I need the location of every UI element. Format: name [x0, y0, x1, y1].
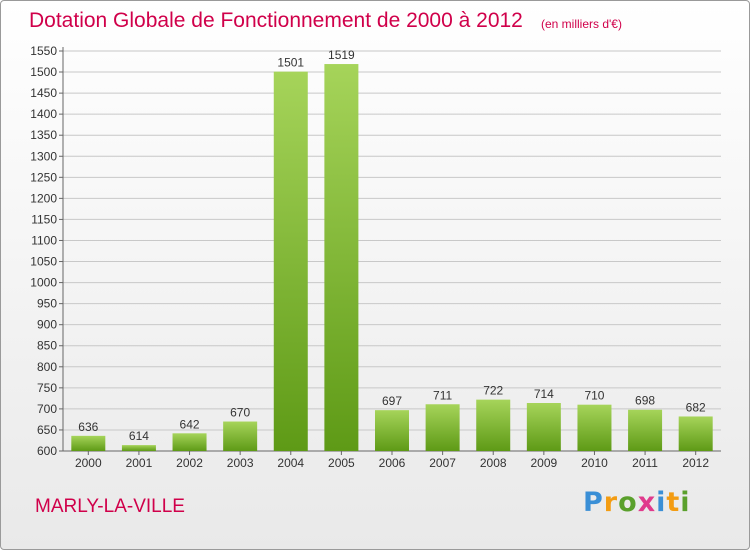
x-tick-label: 2000 [75, 456, 102, 470]
bar [476, 399, 511, 451]
y-tick-label: 900 [37, 318, 57, 332]
data-label: 710 [584, 389, 604, 403]
chart-title: Dotation Globale de Fonctionnement de 20… [29, 9, 523, 32]
y-tick-label: 1500 [30, 65, 57, 79]
data-label: 1519 [328, 48, 355, 62]
bar [375, 410, 409, 451]
bar [678, 416, 713, 451]
x-tick-label: 2004 [277, 456, 304, 470]
data-label: 636 [78, 420, 98, 434]
bar [121, 445, 156, 451]
x-tick-label: 2009 [530, 456, 557, 470]
y-tick-label: 650 [37, 423, 57, 437]
y-tick-label: 1000 [30, 276, 57, 290]
y-tick-label: 1350 [30, 128, 57, 142]
data-label: 642 [180, 417, 200, 431]
y-tick-label: 700 [37, 402, 57, 416]
data-label: 670 [230, 406, 250, 420]
bar [577, 404, 612, 451]
bar [71, 435, 106, 451]
y-tick-label: 1100 [31, 233, 57, 247]
y-tick-label: 1550 [30, 44, 57, 58]
x-tick-label: 2006 [379, 456, 406, 470]
bar [324, 64, 359, 452]
y-tick-label: 1050 [30, 255, 57, 269]
x-tick-label: 2005 [328, 456, 355, 470]
y-tick-label: 600 [37, 444, 57, 458]
chart-subtitle: (en milliers d'€) [541, 17, 622, 31]
y-tick-label: 1400 [30, 107, 57, 121]
data-label: 682 [686, 400, 706, 414]
y-tick-label: 1450 [30, 86, 57, 100]
x-tick-label: 2010 [581, 456, 608, 470]
y-tick-label: 1150 [31, 212, 57, 226]
bar [628, 409, 663, 451]
data-label: 711 [433, 388, 452, 402]
y-tick-label: 850 [37, 339, 57, 353]
proxiti-logo[interactable]: Proxiti [583, 487, 691, 518]
x-tick-label: 2008 [480, 456, 507, 470]
data-label: 722 [483, 384, 503, 398]
commune-name: MARLY-LA-VILLE [35, 496, 185, 517]
x-tick-label: 2011 [632, 456, 658, 470]
x-tick-label: 2007 [429, 456, 456, 470]
data-label: 697 [382, 394, 402, 408]
x-tick-label: 2001 [126, 456, 153, 470]
y-tick-label: 800 [37, 360, 57, 374]
y-tick-label: 750 [37, 381, 57, 395]
bar [526, 403, 561, 451]
y-tick-label: 1250 [30, 170, 57, 184]
bar [223, 421, 258, 451]
y-tick-label: 1300 [30, 149, 57, 163]
x-tick-label: 2003 [227, 456, 254, 470]
data-label: 698 [635, 394, 655, 408]
x-tick-label: 2012 [682, 456, 709, 470]
x-tick-label: 2002 [176, 456, 203, 470]
y-tick-label: 1200 [30, 191, 57, 205]
bar [172, 433, 207, 451]
data-label: 714 [534, 387, 554, 401]
data-label: 1501 [277, 56, 304, 70]
bar [273, 71, 308, 451]
bar [425, 404, 460, 451]
data-label: 614 [129, 429, 149, 443]
y-tick-label: 950 [37, 297, 57, 311]
